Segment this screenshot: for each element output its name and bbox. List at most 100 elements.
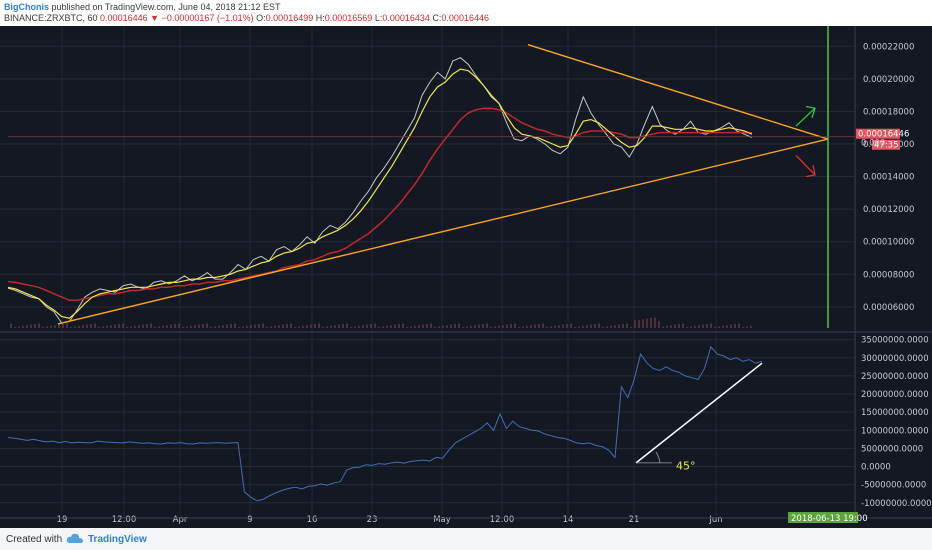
x-tick-label: 12:00 — [112, 515, 137, 525]
volume-bar — [478, 324, 480, 328]
volume-bar — [434, 327, 436, 328]
volume-bar — [594, 324, 596, 328]
angle-arc — [655, 451, 661, 463]
volume-bar — [654, 317, 656, 328]
volume-bar — [282, 324, 284, 328]
price-tick-label: 0.00018000 — [863, 107, 914, 117]
volume-bar — [570, 323, 572, 328]
volume-bar — [142, 324, 144, 328]
volume-bar — [346, 323, 348, 328]
volume-bar — [342, 324, 344, 328]
lower-trendline — [57, 138, 829, 325]
volume-bar — [722, 325, 724, 328]
chart-svg[interactable]: 45° 0.000220000.000200000.000180000.0001… — [0, 26, 932, 528]
volume-bar — [26, 325, 28, 328]
volume-bar — [322, 327, 324, 328]
tradingview-brand-link[interactable]: TradingView — [88, 534, 147, 545]
volume-bar — [422, 324, 424, 328]
volume-bar — [274, 325, 276, 328]
indicator-tick-label: -5000000.0000 — [861, 481, 926, 491]
volume-bar — [518, 327, 520, 328]
volume-bar — [642, 319, 644, 328]
volume-bar — [358, 325, 360, 328]
volume-bar — [62, 324, 64, 328]
volume-bar — [118, 324, 120, 328]
x-tick-label: 14 — [563, 515, 574, 525]
volume-bar — [262, 323, 264, 328]
volume-bar — [182, 327, 184, 328]
volume-bar — [566, 324, 568, 328]
volume-bar — [714, 327, 716, 328]
x-tick-label: 19 — [57, 515, 68, 525]
volume-bar — [390, 325, 392, 328]
volume-bar — [86, 324, 88, 328]
author-link[interactable]: BigChonis — [4, 2, 49, 12]
volume-bar — [258, 324, 260, 328]
price-label-box — [856, 128, 900, 139]
marker-date-label-box — [788, 512, 858, 523]
up-arrow-head-icon — [805, 105, 816, 119]
price-tick-label: 0.00012000 — [863, 205, 914, 215]
volume-bar — [154, 327, 156, 328]
volume-bar — [138, 325, 140, 328]
up-arrow-icon — [795, 107, 816, 127]
volume-bar — [750, 325, 752, 328]
high-label: H: — [315, 13, 325, 23]
volume-bar — [582, 325, 584, 328]
volume-bar — [238, 327, 240, 328]
volume-bar — [82, 325, 84, 328]
volume-bar — [510, 324, 512, 328]
volume-bar — [226, 324, 228, 328]
volume-bar — [94, 323, 96, 328]
volume-bar — [670, 325, 672, 328]
volume-bar — [170, 324, 172, 328]
volume-bar — [330, 325, 332, 328]
created-with-label: Created with — [6, 534, 63, 545]
volume-bar — [74, 326, 76, 328]
volume-bar — [418, 325, 420, 328]
volume-bar — [222, 325, 224, 328]
volume-bar — [402, 323, 404, 328]
volume-bar — [186, 326, 188, 328]
volume-bar — [126, 327, 128, 328]
volume-bar — [362, 325, 364, 328]
volume-bar — [218, 325, 220, 328]
indicator-tick-label: 0.0000 — [861, 463, 891, 473]
volume-bar — [210, 327, 212, 328]
volume-bar — [598, 323, 600, 328]
volume-bar — [250, 325, 252, 328]
volume-bar — [526, 325, 528, 328]
volume-bar — [10, 323, 12, 328]
volume-bar — [646, 318, 648, 328]
volume-bar — [314, 324, 316, 328]
grid-lines — [0, 26, 855, 516]
indicator-tick-label: 10000000.0000 — [861, 426, 929, 436]
indicator-tick-label: 5000000.0000 — [861, 444, 923, 454]
volume-bar — [114, 324, 116, 328]
volume-bar — [158, 326, 160, 328]
x-tick-label: 12:00 — [490, 515, 515, 525]
high-value: 0.00016569 — [324, 13, 373, 23]
volume-bar — [682, 323, 684, 328]
price-tick-label: 0.00006000 — [863, 303, 914, 313]
volume-bar — [326, 326, 328, 328]
volume-bar — [426, 324, 428, 328]
volume-bar — [734, 324, 736, 328]
open-label: O: — [256, 13, 266, 23]
volume-bar — [634, 320, 636, 328]
volume-bar — [666, 325, 668, 328]
volume-bar — [234, 323, 236, 328]
volume-bar — [574, 327, 576, 328]
volume-bar — [54, 325, 56, 328]
volume-bar — [650, 318, 652, 328]
volume-bar — [706, 324, 708, 328]
angle-annotation: 45° — [676, 459, 696, 472]
volume-bar — [530, 325, 532, 328]
volume-bar — [406, 327, 408, 328]
volume-bar — [546, 327, 548, 328]
low-label: L: — [374, 13, 383, 23]
indicator-tick-label: 20000000.0000 — [861, 390, 929, 400]
volume-bar — [18, 326, 20, 328]
indicator-tick-label: 30000000.0000 — [861, 354, 929, 364]
chart-area[interactable]: 45° 0.00022000 0.00020000 0.00018000 0.0001… — [0, 26, 932, 528]
